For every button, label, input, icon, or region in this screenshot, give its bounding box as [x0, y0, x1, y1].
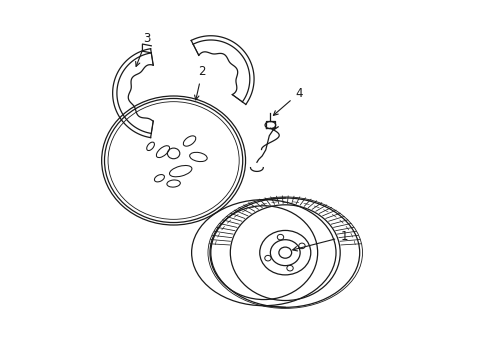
Text: 4: 4: [273, 87, 302, 115]
Text: 2: 2: [194, 66, 205, 100]
Text: 1: 1: [292, 230, 347, 251]
Text: 3: 3: [135, 32, 151, 66]
